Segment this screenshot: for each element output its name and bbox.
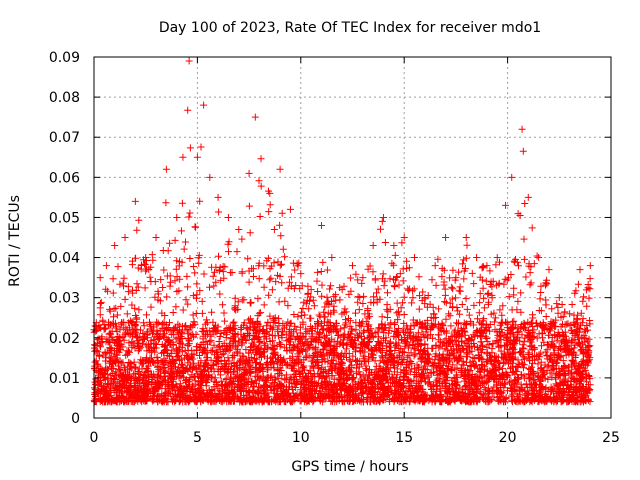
peak-point — [545, 266, 553, 274]
peak-point — [380, 213, 388, 221]
peak-point — [96, 274, 104, 282]
y-tick-label: 0.08 — [49, 90, 80, 106]
x-tick-label: 25 — [602, 430, 620, 446]
peak-point — [328, 254, 336, 262]
peak-point — [555, 294, 563, 302]
peak-point — [276, 165, 284, 173]
axis-ticks — [93, 56, 612, 419]
y-tick-label: 0.03 — [49, 291, 80, 307]
chart-title: Day 100 of 2023, Rate Of TEC Index for r… — [159, 20, 541, 36]
peak-point — [162, 165, 170, 173]
peak-point — [473, 254, 481, 262]
peak-point — [421, 294, 429, 302]
peak-point — [586, 262, 594, 270]
peak-point — [173, 213, 181, 221]
peak-point — [462, 234, 470, 241]
peak-point — [390, 242, 398, 250]
plot-frame — [93, 56, 612, 419]
peak-point — [185, 57, 193, 65]
peak-point — [483, 262, 491, 270]
peak-point — [338, 286, 346, 294]
x-tick-label: 0 — [90, 430, 99, 446]
peak-point — [411, 254, 419, 262]
y-tick-label: 0.02 — [49, 331, 80, 347]
peak-point — [235, 225, 243, 233]
peak-point — [266, 189, 274, 197]
peak-point — [359, 274, 367, 282]
y-tick-label: 0.06 — [49, 170, 80, 186]
peak-point — [307, 286, 315, 294]
x-tick-label: 15 — [395, 430, 413, 446]
peak-point — [442, 234, 450, 241]
y-tick-label: 0.04 — [49, 251, 80, 267]
peak-point — [566, 310, 574, 318]
peak-point — [452, 274, 460, 282]
peak-point — [111, 242, 119, 250]
y-axis-label: ROTI / TECUs — [7, 195, 23, 287]
y-tick-label: 0 — [71, 411, 80, 427]
peak-point — [349, 262, 356, 270]
y-tick-label: 0.01 — [49, 371, 80, 387]
peak-point — [508, 173, 516, 181]
peak-point — [518, 125, 526, 133]
peak-point — [400, 234, 408, 241]
peak-point — [102, 262, 110, 270]
peak-point — [502, 201, 510, 209]
peak-point — [317, 221, 325, 229]
peak-point — [224, 213, 232, 221]
x-tick-label: 10 — [292, 430, 310, 446]
y-tick-label: 0.09 — [49, 50, 80, 66]
data-points — [90, 57, 594, 406]
scatter-point-cloud — [90, 106, 594, 406]
y-tick-labels: 0 0.01 0.02 0.03 0.04 0.05 0.06 0.07 0.08 0.09 — [49, 50, 80, 427]
peak-point — [297, 270, 305, 278]
x-tick-label: 20 — [499, 430, 517, 446]
peak-point — [121, 234, 129, 241]
peak-point — [524, 193, 532, 201]
peak-point — [152, 234, 160, 241]
x-axis-label: GPS time / hours — [291, 459, 408, 475]
peak-point — [245, 169, 253, 177]
peak-point — [286, 205, 294, 213]
peak-point — [206, 173, 214, 181]
x-tick-label: 5 — [193, 430, 202, 446]
peak-point — [193, 153, 201, 161]
y-tick-label: 0.05 — [49, 210, 80, 226]
peak-point — [535, 254, 543, 262]
peak-point — [200, 101, 208, 109]
peak-point — [131, 197, 139, 205]
peak-point — [179, 153, 187, 161]
peak-point — [369, 242, 377, 250]
peak-point — [576, 266, 584, 274]
peak-point — [142, 254, 150, 262]
y-tick-label: 0.07 — [49, 130, 80, 146]
peak-point — [493, 254, 501, 262]
peak-point — [214, 193, 222, 201]
peak-point — [431, 262, 439, 270]
peak-point — [251, 113, 259, 121]
x-tick-labels: 0 5 10 15 20 25 — [90, 430, 620, 446]
